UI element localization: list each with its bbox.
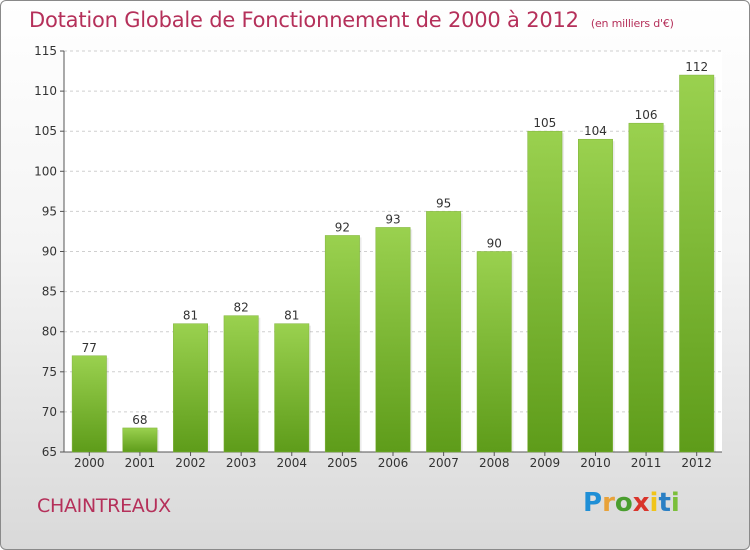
x-tick-label: 2005	[327, 456, 358, 470]
y-tick-label: 75	[42, 365, 57, 379]
x-tick-label: 2000	[74, 456, 105, 470]
data-label: 93	[385, 212, 400, 226]
logo-letter: x	[632, 488, 650, 518]
y-tick-label: 70	[42, 405, 57, 419]
commune-name: CHAINTREAUX	[37, 495, 171, 517]
x-tick-label: 2001	[125, 456, 156, 470]
proxiti-logo: Proxiti	[583, 488, 680, 518]
chart-subtitle: (en milliers d'€)	[590, 17, 674, 30]
bar	[426, 211, 462, 453]
y-tick-label: 100	[34, 164, 57, 178]
data-label: 77	[82, 341, 97, 355]
bar	[476, 251, 512, 453]
bar	[679, 74, 715, 453]
x-tick-label: 2004	[276, 456, 307, 470]
data-label: 92	[335, 220, 350, 234]
data-label: 106	[635, 108, 658, 122]
y-tick-label: 95	[42, 204, 57, 218]
bar	[71, 355, 107, 453]
y-tick-label: 110	[34, 84, 57, 98]
logo-letter: i	[649, 488, 659, 518]
logo-letter: i	[670, 488, 680, 518]
data-label: 95	[436, 196, 451, 210]
bar	[223, 315, 259, 453]
data-label: 81	[183, 309, 198, 323]
data-label: 105	[533, 116, 556, 130]
y-tick-label: 90	[42, 245, 57, 259]
y-tick-label: 105	[34, 124, 57, 138]
bar	[324, 235, 360, 453]
data-label: 112	[685, 60, 708, 74]
bar	[122, 427, 158, 453]
x-tick-label: 2003	[226, 456, 257, 470]
data-label: 104	[584, 124, 607, 138]
data-label: 90	[487, 237, 502, 251]
logo-letter: o	[614, 488, 633, 518]
logo-letter: r	[602, 488, 615, 518]
data-label: 82	[234, 301, 249, 315]
bar	[628, 122, 664, 453]
x-tick-label: 2010	[580, 456, 611, 470]
x-tick-label: 2008	[479, 456, 510, 470]
chart-title: Dotation Globale de Fonctionnement de 20…	[29, 8, 674, 32]
x-tick-label: 2006	[378, 456, 409, 470]
x-tick-label: 2002	[175, 456, 206, 470]
x-tick-label: 2012	[681, 456, 712, 470]
x-tick-label: 2011	[631, 456, 662, 470]
bar	[578, 138, 613, 453]
bar	[173, 323, 208, 453]
chart-title-text: Dotation Globale de Fonctionnement de 20…	[29, 8, 579, 32]
y-tick-label: 65	[42, 445, 57, 459]
y-tick-label: 85	[42, 285, 57, 299]
logo-letter: t	[658, 488, 671, 518]
x-tick-label: 2009	[530, 456, 561, 470]
bar	[527, 130, 563, 453]
bar	[375, 227, 411, 453]
logo-letter: P	[583, 488, 603, 518]
x-tick-label: 2007	[428, 456, 459, 470]
y-tick-label: 115	[34, 44, 57, 58]
bar	[274, 323, 310, 453]
data-label: 81	[284, 309, 299, 323]
y-tick-label: 80	[42, 325, 57, 339]
data-label: 68	[132, 413, 147, 427]
